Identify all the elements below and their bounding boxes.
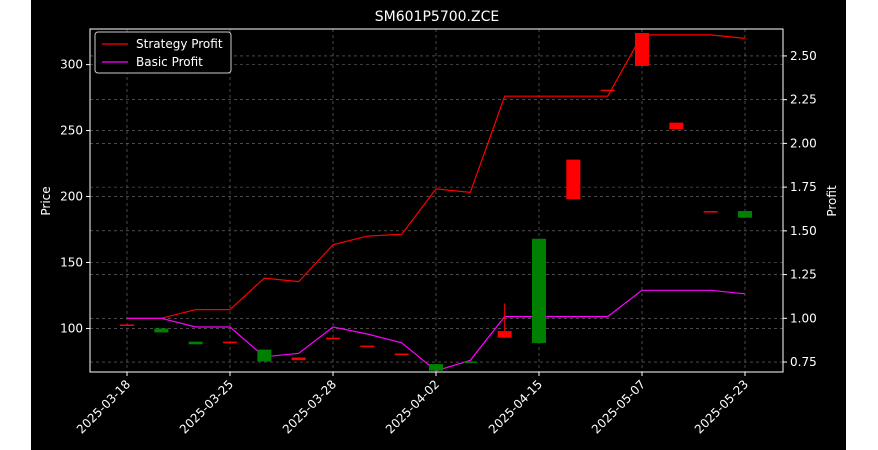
candlesticks — [120, 32, 752, 371]
candle-body — [154, 328, 169, 333]
profit-tick-label: 2.50 — [790, 49, 817, 63]
candle-body — [394, 353, 409, 356]
left-axis-label: Price — [39, 186, 53, 215]
candle-body — [223, 341, 237, 344]
right-axis-label: Profit — [825, 185, 839, 217]
candle-body — [360, 345, 375, 348]
price-tick-label: 250 — [60, 124, 83, 138]
candle-body — [669, 122, 684, 130]
candle-body — [532, 238, 546, 343]
profit-tick-label: 2.00 — [790, 136, 817, 150]
price-tick-label: 150 — [60, 256, 83, 270]
legend: Strategy Profit Basic Profit — [94, 31, 232, 74]
profit-tick-label: 1.75 — [790, 180, 817, 194]
legend-label-strategy: Strategy Profit — [136, 37, 223, 51]
legend-label-basic: Basic Profit — [136, 55, 203, 69]
candle-body — [497, 331, 512, 338]
candle-body — [703, 211, 718, 213]
series-line-basic-profit — [127, 289, 746, 372]
profit-tick-label: 1.25 — [790, 268, 817, 282]
candle-body — [463, 361, 478, 363]
candle-body — [566, 159, 581, 200]
price-tick-label: 100 — [60, 321, 83, 335]
price-tick-label: 200 — [60, 190, 83, 204]
figure-background — [31, 0, 846, 450]
candle-body — [738, 211, 752, 218]
candle-body — [188, 341, 203, 345]
candle-body — [635, 32, 649, 66]
candle-body — [429, 364, 443, 371]
chart-title: SM601P5700.ZCE — [375, 9, 499, 25]
candle-body — [326, 337, 340, 340]
candle-body — [120, 324, 134, 327]
profit-tick-label: 1.50 — [790, 224, 817, 238]
profit-tick-label: 1.00 — [790, 311, 817, 325]
profit-tick-label: 0.75 — [790, 355, 817, 369]
price-tick-label: 300 — [60, 58, 83, 72]
candle-body — [257, 349, 272, 362]
legend-box — [94, 31, 232, 74]
candle-body — [600, 89, 615, 92]
candle-body — [291, 357, 306, 361]
profit-tick-label: 2.25 — [790, 93, 817, 107]
